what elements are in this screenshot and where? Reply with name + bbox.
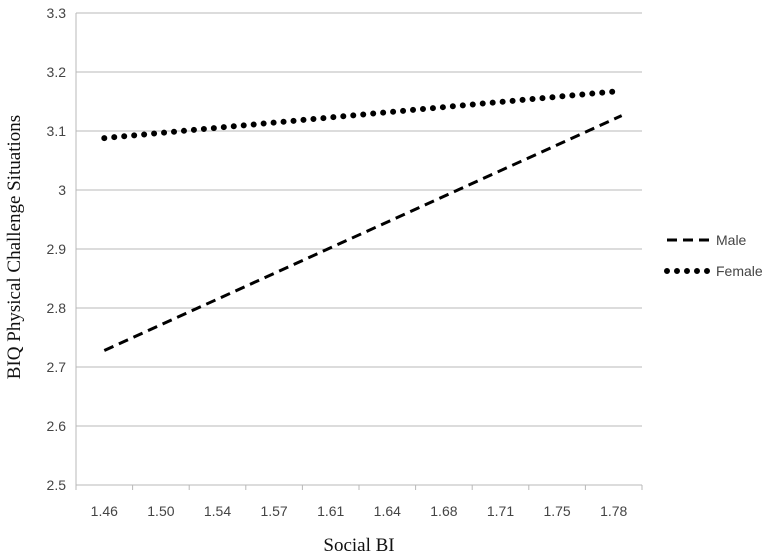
series-lines: [101, 87, 625, 352]
y-axis-title: BIQ Physical Challenge Situations: [4, 115, 25, 379]
x-tick-label: 1.46: [91, 503, 118, 519]
x-tick-label: 1.68: [430, 503, 457, 519]
y-tick-label: 2.7: [47, 359, 67, 375]
y-tick-label: 2.8: [47, 300, 67, 316]
y-tick-label: 3.2: [47, 64, 67, 80]
x-tick-label: 1.71: [487, 503, 514, 519]
x-tick-label: 1.64: [374, 503, 401, 519]
x-tick-label: 1.54: [204, 503, 231, 519]
x-tick-label: 1.57: [260, 503, 287, 519]
y-tick-label: 3.3: [47, 5, 67, 21]
series-line-male: [103, 114, 623, 352]
y-tick-label: 2.5: [47, 477, 67, 493]
x-tick-label: 1.78: [600, 503, 627, 519]
y-tick-label: 3.1: [47, 123, 67, 139]
series-line-female: [101, 87, 625, 142]
legend-label: Female: [716, 263, 763, 279]
x-tick-label: 1.61: [317, 503, 344, 519]
legend: Male Female: [664, 232, 763, 279]
x-tick-label: 1.50: [147, 503, 174, 519]
x-tick-label: 1.75: [543, 503, 570, 519]
gridlines: [76, 12, 642, 486]
x-axis-ticks: 1.46 1.50 1.54 1.57 1.61 1.64 1.68 1.71 1.75 1.78: [75, 485, 643, 519]
y-tick-label: 3: [58, 182, 66, 198]
x-axis-title: Social BI: [323, 535, 394, 556]
legend-label: Male: [716, 232, 747, 248]
y-axis-ticks: 2.5 2.6 2.7 2.8 2.9 3 3.1 3.2 3.3: [47, 5, 67, 493]
y-tick-label: 2.9: [47, 241, 67, 257]
y-tick-label: 2.6: [47, 418, 67, 434]
